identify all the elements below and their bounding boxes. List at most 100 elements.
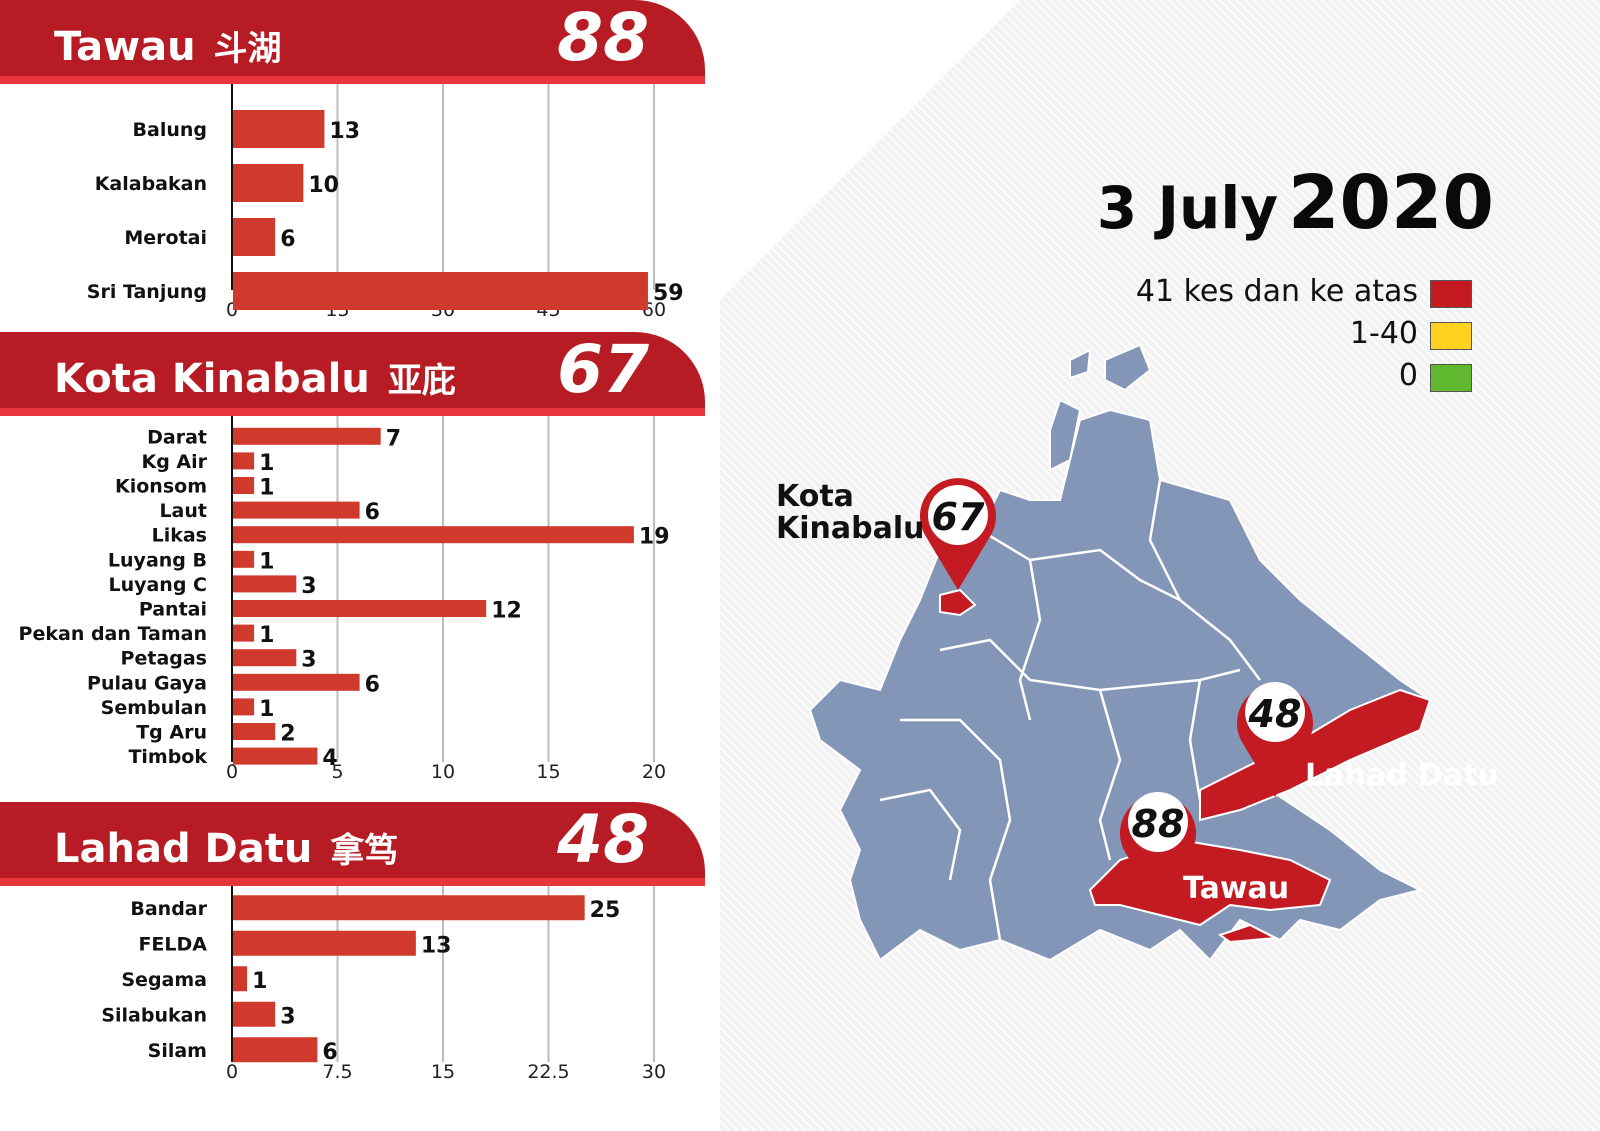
pin-value-tawau: 88	[1132, 802, 1185, 846]
kota-kinabalu-value-label: 1	[259, 623, 274, 648]
lahad-datu-title-en: Lahad Datu	[54, 826, 313, 872]
map-label-kinabalu: Kinabalu	[776, 511, 925, 546]
lahad-datu-category-label: FELDA	[138, 933, 207, 955]
kota-kinabalu-value-label: 3	[301, 648, 316, 673]
legend-swatch-yellow	[1430, 322, 1472, 350]
border-line	[900, 718, 1012, 941]
border-line	[1098, 689, 1122, 861]
kota-kinabalu-value-label: 19	[639, 525, 670, 550]
date-day-month: 3 July	[1096, 174, 1279, 242]
kota-kinabalu-category-label: Kg Air	[141, 451, 207, 473]
kota-kinabalu-category-label: Kionsom	[115, 476, 207, 498]
kota-kinabalu-category-label: Darat	[147, 426, 207, 448]
kudat-peninsula	[1049, 398, 1082, 472]
kota-kinabalu-district	[939, 588, 977, 617]
tawau-title-cn: 斗湖	[213, 29, 282, 69]
legend-swatch-red	[1430, 280, 1472, 308]
lahad-datu-tick-label: 0	[226, 1061, 238, 1083]
lahad-datu-value-label: 25	[590, 898, 621, 923]
pin-kota-kinabalu[interactable]: 67	[920, 478, 996, 590]
kota-kinabalu-category-label: Luyang B	[108, 549, 207, 571]
pin-circle	[1245, 682, 1305, 742]
tawau-value-label: 10	[308, 173, 339, 198]
kota-kinabalu-category-label: Sembulan	[101, 697, 207, 719]
kota-kinabalu-header: Kota Kinabalu 亚庇 67	[0, 332, 705, 416]
kota-kinabalu-bar	[233, 747, 318, 765]
kota-kinabalu-bar	[233, 600, 487, 617]
lahad-datu-bar	[233, 966, 248, 992]
kota-kinabalu-value-label: 7	[386, 426, 401, 451]
border-line	[979, 528, 1042, 721]
kota-kinabalu-category-label: Likas	[152, 525, 207, 547]
legend-swatch-green	[1430, 364, 1472, 392]
tawau-title-en: Tawau	[54, 24, 196, 70]
lahad-datu-tick-label: 22.5	[527, 1061, 569, 1083]
tawau-category-label: Merotai	[124, 227, 207, 249]
kota-kinabalu-bar	[233, 575, 297, 593]
lahad-datu-bar	[233, 1037, 318, 1063]
lahad-datu-bar	[233, 930, 416, 956]
legend-label-zero: 0	[1398, 358, 1418, 393]
kota-kinabalu-title-cn: 亚庇	[387, 361, 456, 401]
tawau-bar	[233, 272, 648, 310]
lahad-datu-category-label: Silam	[148, 1040, 207, 1062]
tawau-category-label: Sri Tanjung	[87, 281, 207, 303]
kota-kinabalu-value-label: 2	[280, 722, 295, 747]
kota-kinabalu-category-label: Timbok	[128, 746, 207, 768]
pin-circle	[928, 485, 988, 545]
pin-tawau[interactable]: 88	[1120, 792, 1196, 907]
border-line	[879, 788, 962, 881]
kota-kinabalu-value-label: 1	[259, 476, 274, 501]
tawau-bar	[233, 218, 276, 256]
lahad-datu-bar-chart: 0 7.5 15 22.5 30 Bandar 25 FELDA 13 Segama 1 Silabu…	[101, 886, 666, 1083]
district-borders	[879, 479, 1261, 941]
border-line	[1188, 679, 1202, 801]
kota-kinabalu-category-label: Pulau Gaya	[87, 672, 207, 694]
legend-label-mid: 1-40	[1349, 316, 1418, 351]
lahad-datu-value-label: 13	[421, 933, 452, 958]
tawau-value-label: 6	[280, 227, 295, 252]
kota-kinabalu-value-label: 6	[365, 500, 380, 525]
kota-kinabalu-category-label: Tg Aru	[136, 722, 207, 744]
map-label-kota: Kota	[776, 479, 854, 514]
kota-kinabalu-category-label: Petagas	[121, 648, 207, 670]
kota-kinabalu-value-label: 12	[491, 599, 522, 624]
lahad-datu-tick-label: 15	[431, 1061, 455, 1083]
tawau-value-label: 59	[653, 281, 684, 306]
tawau-category-label: Kalabakan	[95, 173, 207, 195]
lahad-datu-category-label: Bandar	[130, 898, 207, 920]
tawau-bar	[233, 164, 304, 202]
border-line	[939, 638, 1241, 692]
pin-lahad-datu[interactable]: 48	[1237, 682, 1313, 797]
date-year: 2020	[1288, 160, 1494, 246]
tawau-header: Tawau 斗湖 88	[0, 0, 705, 84]
lahad-datu-value-label: 6	[322, 1040, 337, 1065]
kota-kinabalu-bar	[233, 477, 255, 494]
tawau-value-label: 13	[329, 119, 360, 144]
kota-kinabalu-bar	[233, 649, 297, 667]
lahad-datu-header: Lahad Datu 拿笃 48	[0, 802, 705, 886]
pin-value-kota-kinabalu: 67	[932, 495, 985, 539]
lahad-datu-total: 48	[557, 801, 649, 878]
kota-kinabalu-tick-label: 20	[642, 761, 666, 783]
kota-kinabalu-bar	[233, 501, 360, 519]
kota-kinabalu-title: Kota Kinabalu 亚庇	[54, 353, 456, 402]
kota-kinabalu-bar	[233, 698, 255, 716]
kota-kinabalu-bar	[233, 550, 255, 568]
kota-kinabalu-bar	[233, 427, 381, 445]
tawau-bar-chart: 015304560Balung13Kalabakan10Merotai6Sri …	[87, 84, 684, 321]
kota-kinabalu-title-en: Kota Kinabalu	[54, 356, 370, 402]
pin-circle	[1128, 792, 1188, 852]
kota-kinabalu-category-label: Laut	[159, 500, 207, 522]
lahad-datu-title: Lahad Datu 拿笃	[54, 823, 398, 872]
lahad-datu-bar	[233, 1001, 276, 1027]
kota-kinabalu-bar-chart: 0 5 10 15 20 Darat 7 Kg Air 1 Kionsom 1 Laut 6 Likas 1…	[19, 416, 670, 783]
lahad-datu-bar	[233, 895, 585, 921]
kota-kinabalu-value-label: 4	[322, 746, 337, 771]
kota-kinabalu-total: 67	[557, 331, 649, 408]
lahad-datu-value-label: 3	[280, 1004, 295, 1029]
pin-value-lahad-datu: 48	[1248, 692, 1302, 736]
kota-kinabalu-value-label: 1	[259, 549, 274, 574]
kota-kinabalu-bar	[233, 624, 255, 642]
